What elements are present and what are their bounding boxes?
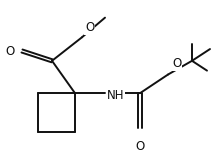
Text: O: O bbox=[6, 44, 15, 58]
Text: NH: NH bbox=[107, 89, 125, 102]
Text: O: O bbox=[85, 21, 94, 34]
Text: O: O bbox=[135, 140, 145, 153]
Text: O: O bbox=[172, 57, 181, 70]
